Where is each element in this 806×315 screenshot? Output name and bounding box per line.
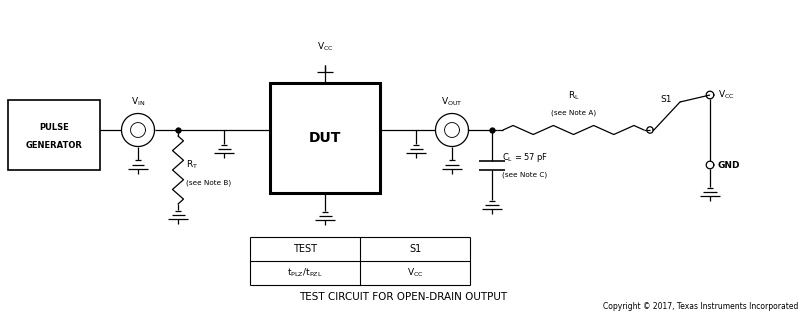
Text: DUT: DUT	[309, 131, 341, 145]
Text: V$_{\mathregular{OUT}}$: V$_{\mathregular{OUT}}$	[441, 95, 463, 108]
Text: V$_{\mathregular{CC}}$: V$_{\mathregular{CC}}$	[317, 41, 334, 53]
Text: TEST: TEST	[293, 244, 317, 254]
Bar	[8, 100, 100, 170]
Text: Copyright © 2017, Texas Instruments Incorporated: Copyright © 2017, Texas Instruments Inco…	[603, 302, 798, 311]
Text: (see Note C): (see Note C)	[502, 172, 547, 178]
Text: V$_{\mathregular{IN}}$: V$_{\mathregular{IN}}$	[131, 95, 145, 108]
Text: R$_{\mathregular{L}}$: R$_{\mathregular{L}}$	[567, 89, 580, 102]
Text: C$_{\mathregular{L}}$ = 57 pF: C$_{\mathregular{L}}$ = 57 pF	[502, 151, 548, 163]
Text: R$_{\mathregular{T}}$: R$_{\mathregular{T}}$	[186, 159, 198, 171]
Text: V$_{\mathregular{CC}}$: V$_{\mathregular{CC}}$	[718, 89, 735, 101]
Text: t$_{\mathregular{PLZ}}$/t$_{\mathregular{PZL}}$: t$_{\mathregular{PLZ}}$/t$_{\mathregular…	[287, 267, 323, 279]
Text: TEST CIRCUIT FOR OPEN-DRAIN OUTPUT: TEST CIRCUIT FOR OPEN-DRAIN OUTPUT	[299, 292, 507, 302]
Text: S1: S1	[660, 95, 671, 104]
Text: V$_{\mathregular{CC}}$: V$_{\mathregular{CC}}$	[407, 267, 423, 279]
Text: PULSE: PULSE	[39, 123, 69, 133]
Text: (see Note B): (see Note B)	[186, 180, 231, 186]
Text: GENERATOR: GENERATOR	[26, 141, 82, 150]
Text: (see Note A): (see Note A)	[551, 110, 596, 116]
Bar	[270, 83, 380, 193]
Text: GND: GND	[718, 161, 741, 169]
Text: S1: S1	[409, 244, 421, 254]
